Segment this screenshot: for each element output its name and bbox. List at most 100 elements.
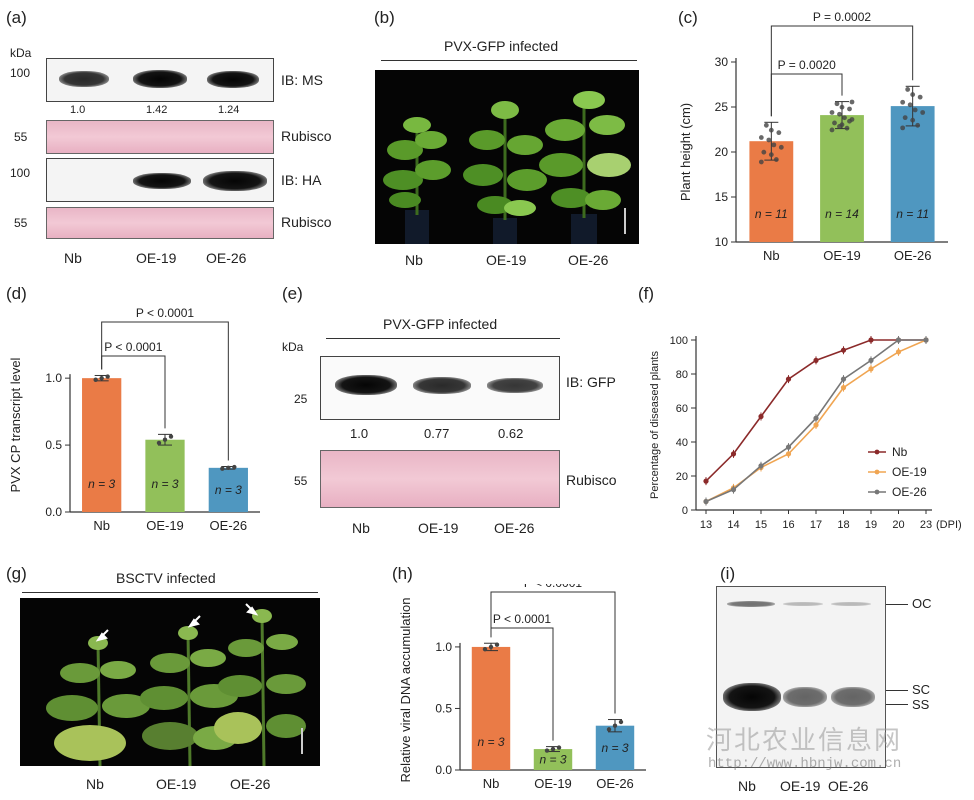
chart-d: 0.0 0.5 1.0 PVX CP transcript level Nb n = 3 O… [8,306,260,533]
gfp-value-oe26: 0.62 [498,426,524,441]
data-point [829,127,835,133]
data-point [763,122,769,128]
ss-band-oe19 [783,687,827,707]
comparison-bracket [770,73,843,117]
watermark-text: 河北农业信息网 [706,726,903,756]
arrow-markers [95,603,259,642]
series-point-oe-26 [813,415,819,421]
y-tick-label: 60 [676,403,688,415]
p-value-label: P < 0.0001 [136,306,194,320]
y-axis-label: Plant height (cm) [678,103,693,201]
panel-f-label: (f) [638,284,655,303]
bsctv-plant-oe26 [214,609,306,767]
marker-55-e: 55 [294,474,308,488]
data-point [778,144,784,150]
oc-label: OC [912,596,932,611]
x-tick-label: Nb [93,518,110,533]
x-tick-label: 20 [892,519,904,531]
p-value-label: P = 0.0002 [813,10,871,24]
panel-b-title: PVX-GFP infected [444,38,559,54]
bar-oe-26 [890,106,935,242]
x-tick-label: 19 [865,519,877,531]
gfp-strip-label: IB: GFP [566,374,616,390]
gfp-band-oe26 [487,378,543,393]
y-axis-label: PVX CP transcript level [8,357,23,492]
plant-nb [383,117,451,244]
data-point [488,644,494,650]
y-tick-label: 15 [715,190,729,204]
x-tick-label: Nb [483,776,500,791]
data-point [556,745,562,750]
panel-e-title-rule [326,338,560,339]
watermark-url: http://www.hbnjw.com.cn [708,756,902,772]
gfp-blot [320,356,560,420]
y-tick-label: 1.0 [435,640,452,654]
lane-oe26-b: OE-26 [568,252,609,268]
legend-label: Nb [892,445,908,459]
marker-55-rubisco-2: 55 [14,216,28,230]
lane-oe26-i: OE-26 [828,778,869,794]
comparison-bracket [490,591,616,714]
ha-strip-label: IB: HA [281,172,322,188]
data-point [773,157,779,162]
lane-oe26-e: OE-26 [494,520,535,536]
series-point-oe-26 [758,463,764,469]
y-tick-label: 80 [676,369,688,381]
x-unit-label: (DPI) [936,519,962,531]
lane-nb-e: Nb [352,520,370,536]
data-point [618,719,624,725]
ms-value-nb: 1.0 [70,104,86,116]
y-tick-label: 100 [670,335,688,347]
data-point [849,99,855,105]
data-point [758,159,764,165]
data-point [832,120,837,126]
panel-g-label: (g) [6,564,27,583]
ha-blot [46,158,274,202]
n-label: n = 3 [477,735,504,749]
bar-oe-19 [820,115,864,242]
panel-h-label: (h) [392,564,413,583]
data-point [99,375,104,381]
series-point-nb [785,376,792,382]
data-point [758,135,764,140]
series-point-oe-26 [868,357,874,363]
lane-oe19-g: OE-19 [156,776,197,792]
ms-value-oe26: 1.24 [218,104,240,116]
bsctv-plant-nb [46,636,150,767]
y-tick-label: 20 [715,145,729,159]
gfp-value-oe19: 0.77 [424,426,450,441]
lane-nb-i: Nb [738,778,756,794]
panel-b-label: (b) [374,8,395,27]
panel-c-label: (c) [678,8,698,27]
rubisco-strip-2 [46,207,274,239]
data-point [900,99,906,105]
n-label: n = 3 [88,477,115,491]
series-point-oe-26 [895,337,902,343]
lane-oe19-a: OE-19 [136,250,177,266]
x-tick-label: OE-19 [146,518,184,533]
panel-g-title-rule [22,592,318,593]
data-point [905,87,911,92]
legend-marker [874,489,880,495]
y-tick-label: 40 [676,437,688,449]
data-point [226,465,231,471]
data-point [910,92,916,97]
data-point [837,124,842,129]
data-point [761,149,767,155]
data-point [917,94,923,100]
n-label: n = 3 [151,477,178,491]
series-point-nb [703,478,709,484]
data-point [839,104,845,110]
data-point [550,746,556,752]
data-point [847,106,852,112]
legend-marker [874,469,880,475]
data-point [232,464,237,470]
y-tick-label: 0 [682,505,688,517]
x-tick-label: OE-26 [596,776,634,791]
series-point-nb [868,337,874,343]
lane-nb-b: Nb [405,252,423,268]
series-point-oe-26 [703,498,709,505]
oc-band-nb [727,601,775,607]
bsctv-plants-photo [20,598,320,767]
marker-100-ms: 100 [10,66,31,80]
